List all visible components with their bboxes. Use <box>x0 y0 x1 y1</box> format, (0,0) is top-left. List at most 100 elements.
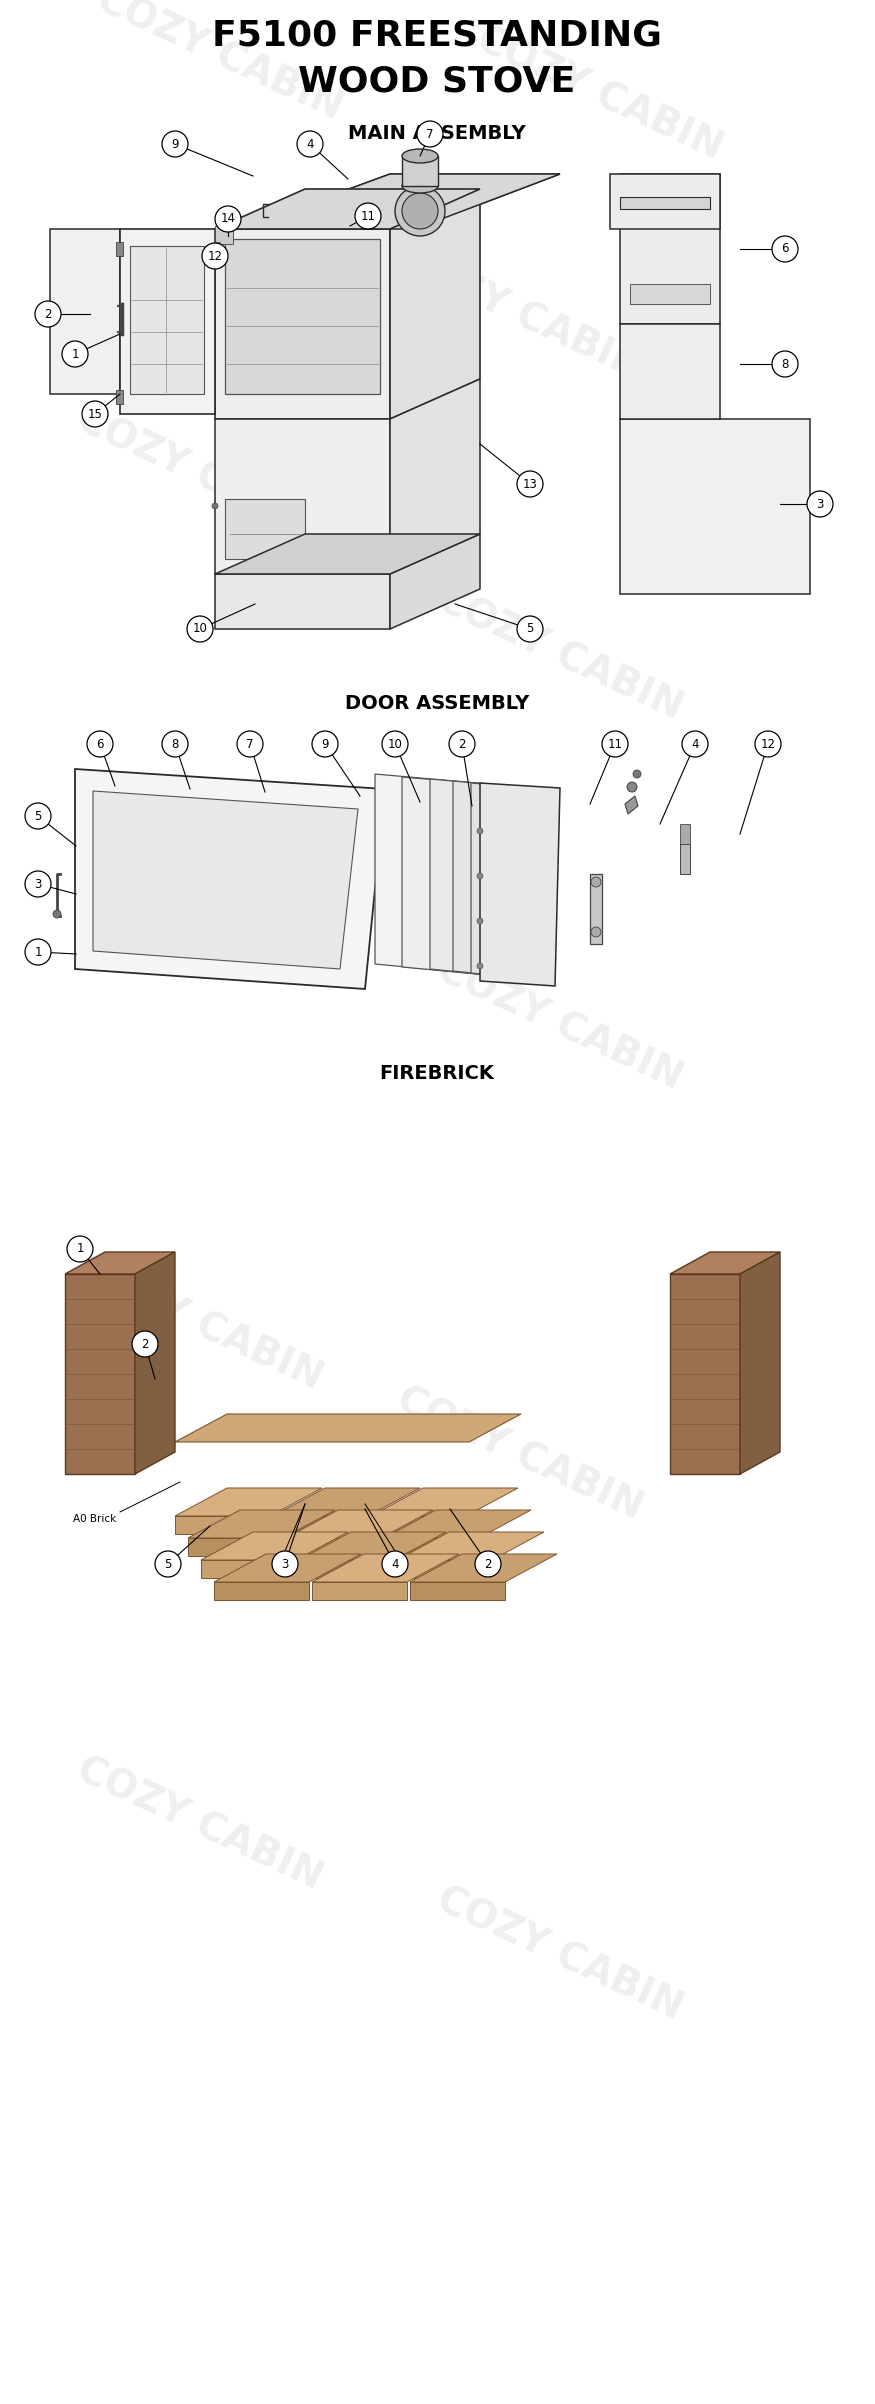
Polygon shape <box>375 774 545 978</box>
Text: COZY CABIN: COZY CABIN <box>431 579 689 728</box>
Polygon shape <box>384 1510 531 1539</box>
Text: A0 Brick: A0 Brick <box>74 1515 116 1524</box>
Circle shape <box>162 130 188 156</box>
Text: 3: 3 <box>34 877 42 889</box>
Polygon shape <box>480 784 560 986</box>
Text: COZY CABIN: COZY CABIN <box>431 1880 689 2027</box>
Text: 6: 6 <box>781 243 788 255</box>
Bar <box>680 825 690 844</box>
Polygon shape <box>215 190 480 228</box>
Polygon shape <box>50 228 120 394</box>
Text: 12: 12 <box>760 738 775 750</box>
Ellipse shape <box>402 149 438 163</box>
Polygon shape <box>120 228 215 413</box>
Text: 2: 2 <box>484 1558 492 1570</box>
Polygon shape <box>175 1488 322 1517</box>
Polygon shape <box>273 1517 368 1534</box>
Polygon shape <box>175 1414 521 1442</box>
Text: 7: 7 <box>246 738 254 750</box>
Polygon shape <box>214 1553 361 1582</box>
Polygon shape <box>215 575 390 630</box>
Polygon shape <box>410 1553 557 1582</box>
Polygon shape <box>371 1517 466 1534</box>
Polygon shape <box>215 534 480 575</box>
Text: COZY CABIN: COZY CABIN <box>391 240 649 387</box>
Polygon shape <box>610 173 720 228</box>
Circle shape <box>417 120 443 147</box>
Circle shape <box>475 1551 501 1577</box>
Bar <box>590 875 602 945</box>
Bar <box>620 197 710 209</box>
Polygon shape <box>175 1517 270 1534</box>
Text: 6: 6 <box>96 738 104 750</box>
Text: COZY CABIN: COZY CABIN <box>71 829 329 978</box>
Circle shape <box>25 940 51 964</box>
Circle shape <box>755 731 781 757</box>
Text: F5100 FREESTANDING: F5100 FREESTANDING <box>212 19 662 53</box>
Polygon shape <box>410 1582 505 1601</box>
Polygon shape <box>397 1531 544 1560</box>
Circle shape <box>312 731 338 757</box>
Circle shape <box>591 928 601 938</box>
Text: 1: 1 <box>76 1243 84 1255</box>
Polygon shape <box>240 173 560 228</box>
Text: 2: 2 <box>141 1337 149 1351</box>
Polygon shape <box>371 1488 518 1517</box>
Circle shape <box>297 130 323 156</box>
Polygon shape <box>286 1539 381 1555</box>
Circle shape <box>62 341 88 368</box>
Bar <box>215 226 233 243</box>
Polygon shape <box>430 779 540 978</box>
Text: 5: 5 <box>527 623 534 635</box>
Text: 5: 5 <box>164 1558 172 1570</box>
Polygon shape <box>397 1560 492 1577</box>
Circle shape <box>477 918 483 923</box>
Circle shape <box>772 351 798 377</box>
Text: 1: 1 <box>71 349 79 361</box>
Text: 9: 9 <box>172 137 178 151</box>
Text: 4: 4 <box>691 738 699 750</box>
Circle shape <box>772 236 798 262</box>
Circle shape <box>627 781 637 791</box>
Text: COZY CABIN: COZY CABIN <box>391 1380 649 1527</box>
Text: 4: 4 <box>306 137 314 151</box>
Polygon shape <box>312 1553 459 1582</box>
Polygon shape <box>240 173 560 250</box>
Polygon shape <box>625 796 638 815</box>
Circle shape <box>187 615 213 642</box>
Polygon shape <box>390 380 480 575</box>
Polygon shape <box>65 1252 175 1274</box>
Text: 10: 10 <box>388 738 402 750</box>
Polygon shape <box>273 1488 420 1517</box>
Text: 2: 2 <box>45 308 52 320</box>
Polygon shape <box>135 1252 175 1474</box>
Text: 7: 7 <box>426 127 434 139</box>
Text: 1: 1 <box>34 945 42 959</box>
Text: 9: 9 <box>321 738 329 750</box>
Circle shape <box>215 207 241 233</box>
Polygon shape <box>384 1539 479 1555</box>
Text: 15: 15 <box>88 409 102 421</box>
Circle shape <box>237 731 263 757</box>
Text: COZY CABIN: COZY CABIN <box>91 0 349 127</box>
Polygon shape <box>402 776 542 978</box>
Text: MAIN ASSEMBLY: MAIN ASSEMBLY <box>348 125 526 142</box>
Polygon shape <box>201 1531 348 1560</box>
Text: 12: 12 <box>207 250 222 262</box>
Polygon shape <box>471 784 536 978</box>
Text: COZY CABIN: COZY CABIN <box>431 950 689 1099</box>
Circle shape <box>602 731 628 757</box>
Bar <box>630 284 710 303</box>
Circle shape <box>477 964 483 969</box>
Polygon shape <box>453 781 538 978</box>
Text: 3: 3 <box>282 1558 289 1570</box>
Polygon shape <box>670 1274 740 1474</box>
Polygon shape <box>312 1582 407 1601</box>
Text: 8: 8 <box>172 738 178 750</box>
Circle shape <box>591 877 601 887</box>
Circle shape <box>162 731 188 757</box>
Polygon shape <box>188 1510 335 1539</box>
Polygon shape <box>620 418 810 594</box>
Polygon shape <box>286 1510 433 1539</box>
Text: 13: 13 <box>522 478 537 490</box>
